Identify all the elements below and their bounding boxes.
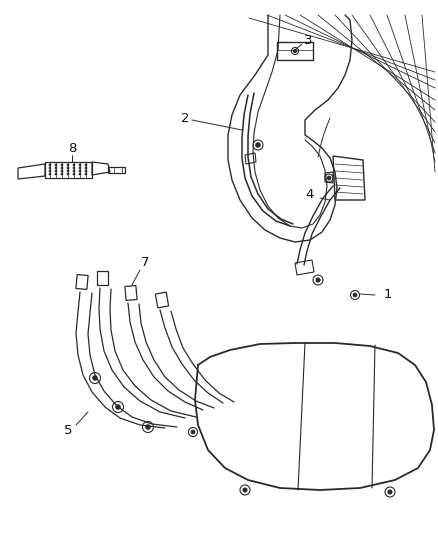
Text: 3: 3 xyxy=(304,34,312,46)
Circle shape xyxy=(55,170,57,172)
Circle shape xyxy=(49,167,51,169)
Circle shape xyxy=(67,167,69,169)
Circle shape xyxy=(293,50,297,52)
Circle shape xyxy=(61,167,63,169)
Circle shape xyxy=(61,173,63,175)
Circle shape xyxy=(49,164,51,166)
Circle shape xyxy=(73,164,75,166)
Circle shape xyxy=(73,170,75,172)
Circle shape xyxy=(55,173,57,175)
Circle shape xyxy=(67,170,69,172)
Circle shape xyxy=(256,143,260,147)
Circle shape xyxy=(79,173,81,175)
Text: 4: 4 xyxy=(306,189,314,201)
Circle shape xyxy=(61,164,63,166)
Circle shape xyxy=(146,425,150,429)
Circle shape xyxy=(79,167,81,169)
Circle shape xyxy=(67,164,69,166)
Text: 2: 2 xyxy=(181,111,189,125)
Circle shape xyxy=(61,170,63,172)
Text: 1: 1 xyxy=(384,288,392,302)
Text: 8: 8 xyxy=(68,141,76,155)
Circle shape xyxy=(316,278,320,282)
Circle shape xyxy=(49,170,51,172)
Text: 7: 7 xyxy=(141,256,149,270)
Circle shape xyxy=(327,176,331,180)
Circle shape xyxy=(353,293,357,297)
Circle shape xyxy=(85,170,87,172)
Circle shape xyxy=(79,170,81,172)
Circle shape xyxy=(93,376,97,380)
Circle shape xyxy=(79,164,81,166)
Text: 5: 5 xyxy=(64,424,72,437)
Circle shape xyxy=(243,488,247,492)
Circle shape xyxy=(85,173,87,175)
Circle shape xyxy=(85,167,87,169)
Circle shape xyxy=(55,164,57,166)
Circle shape xyxy=(85,164,87,166)
Circle shape xyxy=(116,405,120,409)
Circle shape xyxy=(49,173,51,175)
Circle shape xyxy=(191,430,195,434)
Circle shape xyxy=(67,173,69,175)
Circle shape xyxy=(55,167,57,169)
Circle shape xyxy=(388,490,392,494)
Circle shape xyxy=(73,167,75,169)
Circle shape xyxy=(73,173,75,175)
